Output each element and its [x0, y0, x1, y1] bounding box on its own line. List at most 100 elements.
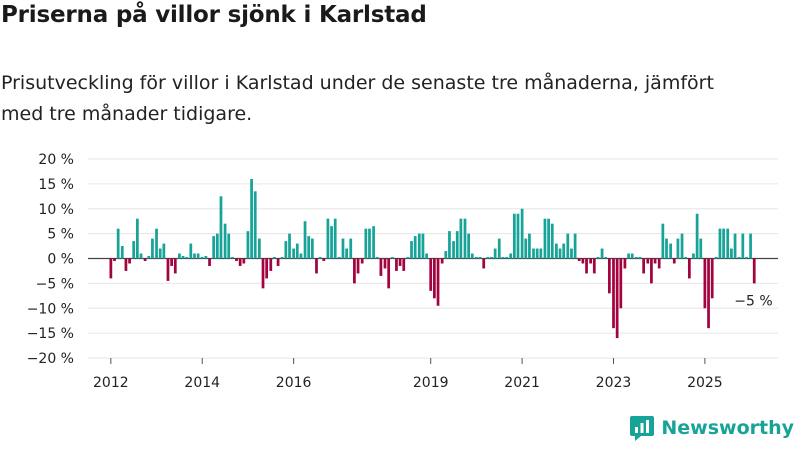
bar	[573, 233, 577, 259]
bar	[512, 213, 516, 259]
bar	[528, 233, 531, 259]
bar	[486, 257, 490, 259]
bar	[547, 218, 550, 259]
bar	[257, 238, 261, 259]
bar	[345, 248, 348, 259]
bar	[250, 178, 253, 259]
bar	[695, 213, 699, 259]
bar	[710, 258, 714, 299]
bar	[307, 236, 311, 259]
bar	[646, 258, 650, 264]
bar	[402, 258, 406, 271]
bar	[592, 258, 596, 274]
bar	[109, 258, 113, 279]
bar	[178, 253, 181, 259]
bar	[722, 228, 725, 259]
bar	[467, 233, 471, 259]
bar	[493, 248, 497, 259]
bar	[600, 248, 604, 259]
bar	[524, 238, 528, 259]
bar	[497, 238, 501, 259]
bar	[501, 257, 505, 259]
bar	[113, 258, 116, 261]
bar	[448, 231, 451, 259]
bar	[566, 233, 570, 259]
bar	[227, 233, 231, 259]
bar	[193, 253, 196, 259]
bar	[570, 248, 573, 259]
bar	[143, 258, 147, 261]
bar	[714, 257, 718, 259]
bar	[231, 257, 234, 259]
bar	[680, 233, 684, 259]
bar	[692, 253, 695, 259]
newsworthy-logo-icon	[630, 416, 655, 441]
x-axis: 2012 2014 2016 2019 2021 2023 2025	[93, 358, 723, 391]
x-tick-label: 2014	[184, 375, 220, 391]
bar	[433, 258, 436, 299]
bar	[730, 248, 733, 259]
bar	[421, 233, 425, 259]
bar	[630, 253, 634, 259]
bar	[147, 256, 151, 259]
bar	[261, 258, 265, 289]
bar	[189, 243, 193, 259]
bar	[535, 248, 539, 259]
bar	[132, 241, 136, 259]
bar	[181, 256, 185, 259]
bar	[292, 248, 295, 259]
bar	[452, 241, 455, 259]
bar	[299, 253, 303, 259]
x-tick-label: 2016	[276, 375, 312, 391]
bar	[406, 257, 410, 259]
bar	[315, 258, 318, 274]
y-tick-label: 5 %	[47, 227, 74, 243]
y-tick-label: −5 %	[36, 276, 74, 292]
bar	[215, 233, 219, 259]
bar	[200, 257, 204, 259]
bar	[139, 253, 143, 259]
bar	[124, 258, 128, 271]
bar	[558, 248, 562, 259]
bar	[128, 258, 131, 264]
bar	[455, 231, 459, 259]
x-tick-label: 2012	[93, 375, 129, 391]
x-tick-label: 2025	[687, 375, 723, 391]
bar	[657, 258, 661, 269]
bar	[223, 223, 227, 259]
bar	[349, 238, 353, 259]
bar	[238, 258, 242, 266]
bar	[204, 256, 208, 259]
bar	[463, 218, 467, 259]
bar	[242, 258, 246, 264]
annotations: −5 %	[734, 293, 772, 309]
bar	[375, 257, 379, 259]
bar	[627, 253, 630, 259]
bar	[665, 238, 668, 259]
bar	[116, 228, 120, 259]
bar	[436, 258, 440, 306]
bar	[520, 208, 524, 259]
bar	[410, 241, 413, 259]
bar	[562, 243, 566, 259]
bar	[326, 218, 330, 259]
bar	[425, 253, 428, 259]
bar	[372, 226, 375, 259]
bar	[390, 257, 394, 259]
bar	[737, 257, 741, 259]
bar	[196, 253, 200, 259]
bar	[687, 258, 691, 279]
bar	[120, 246, 124, 259]
bar	[246, 231, 250, 259]
bar	[623, 258, 627, 269]
bars	[109, 178, 756, 339]
bar	[269, 258, 273, 271]
bar	[303, 221, 307, 259]
bar	[417, 233, 421, 259]
bar	[208, 258, 211, 266]
bar	[749, 233, 752, 259]
bar	[459, 218, 463, 259]
bar	[212, 236, 216, 259]
bar	[707, 258, 710, 329]
